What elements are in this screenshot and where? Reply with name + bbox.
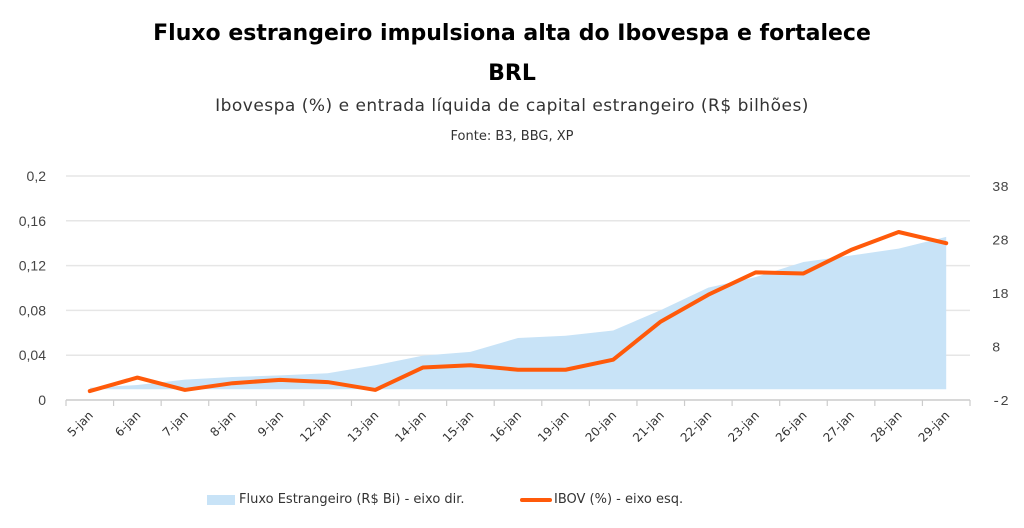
axes <box>65 399 971 406</box>
legend: Fluxo Estrangeiro (R$ Bi) - eixo dir. IB… <box>0 492 1024 514</box>
area-series-layer <box>89 236 947 390</box>
right-axis-ticks: -2 8 18 28 38 <box>992 180 1009 410</box>
left-tick-label: 0,2 <box>27 168 47 184</box>
left-tick-label: 0,12 <box>19 258 46 274</box>
chart-title-line2: BRL <box>488 61 536 86</box>
left-tick-label: 0,16 <box>19 213 46 229</box>
x-tick-label: 7-jan <box>160 408 191 439</box>
left-tick-label: 0 <box>38 392 46 408</box>
x-tick-label: 26-jan <box>773 408 810 445</box>
chart-plot: 0 0,04 0,08 0,12 0,16 0,2 -2 8 18 28 38 5-jan 6-ja… <box>19 168 1009 445</box>
right-tick-label: 18 <box>992 287 1009 303</box>
legend-swatch-area <box>207 494 235 505</box>
chart-title-line1: Fluxo estrangeiro impulsiona alta do Ibo… <box>153 21 871 46</box>
x-tick-label: 13-jan <box>345 408 382 445</box>
right-tick-label: 28 <box>992 234 1009 250</box>
legend-item-fluxo[interactable]: Fluxo Estrangeiro (R$ Bi) - eixo dir. <box>207 492 465 507</box>
legend-item-ibov[interactable]: IBOV (%) - eixo esq. <box>520 492 683 507</box>
x-tick-label: 9-jan <box>255 408 286 439</box>
x-tick-label: 8-jan <box>207 408 238 439</box>
x-tick-label: 28-jan <box>868 408 905 445</box>
legend-label-fluxo: Fluxo Estrangeiro (R$ Bi) - eixo dir. <box>239 492 465 507</box>
chart-subtitle: Ibovespa (%) e entrada líquida de capita… <box>215 96 809 116</box>
legend-label-ibov: IBOV (%) - eixo esq. <box>554 492 684 507</box>
x-tick-label: 21-jan <box>630 408 667 445</box>
right-tick-label: 38 <box>992 180 1009 196</box>
x-axis-ticks: 5-jan 6-jan 7-jan 8-jan 9-jan 12-jan 13-jan 14-… <box>65 408 953 445</box>
right-tick-label: 8 <box>992 341 1000 357</box>
x-tick-label: 5-jan <box>65 408 96 439</box>
x-tick-label: 12-jan <box>297 408 334 445</box>
left-tick-label: 0,04 <box>19 347 46 363</box>
left-axis-ticks: 0 0,04 0,08 0,12 0,16 0,2 <box>19 168 46 408</box>
x-tick-label: 22-jan <box>678 408 715 445</box>
x-tick-label: 14-jan <box>392 408 429 445</box>
left-tick-label: 0,08 <box>19 302 46 318</box>
x-tick-label: 23-jan <box>725 408 762 445</box>
area-fluxo-estrangeiro <box>89 236 947 390</box>
x-tick-label: 27-jan <box>820 408 857 445</box>
x-tick-label: 19-jan <box>535 408 572 445</box>
x-tick-label: 15-jan <box>440 408 477 445</box>
x-tick-label: 29-jan <box>916 408 953 445</box>
x-tick-label: 6-jan <box>112 408 143 439</box>
legend-swatch-line <box>520 497 552 502</box>
x-tick-label: 20-jan <box>583 408 620 445</box>
line-ibov <box>87 230 949 394</box>
right-tick-label: -2 <box>992 394 1009 410</box>
chart-source: Fonte: B3, BBG, XP <box>450 129 574 144</box>
x-tick-label: 16-jan <box>487 408 524 445</box>
line-series-layer <box>87 230 949 394</box>
